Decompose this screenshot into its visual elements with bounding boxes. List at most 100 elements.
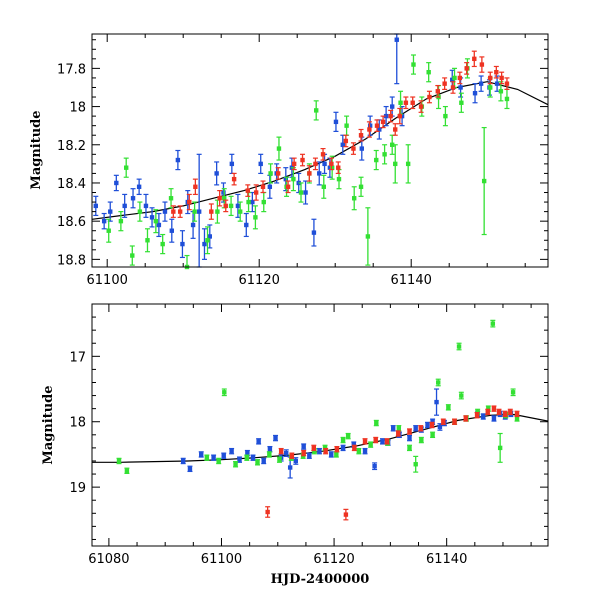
bottom-green-point: [340, 436, 346, 444]
marker: [199, 452, 204, 457]
marker: [169, 228, 174, 233]
top-red-point: [487, 71, 493, 85]
marker: [143, 203, 149, 209]
bottom-blue-point: [267, 445, 273, 453]
marker: [162, 209, 168, 214]
top-green-point: [410, 54, 416, 75]
bottom-green-point: [356, 447, 362, 455]
y-tick-label: 18: [69, 101, 86, 116]
top-red-point: [343, 134, 349, 148]
marker: [314, 108, 319, 113]
top-green-point: [336, 168, 342, 190]
marker: [256, 439, 261, 444]
marker: [216, 458, 221, 464]
top-blue-point: [143, 193, 149, 218]
top-red-point: [457, 71, 463, 85]
bottom-blue-point: [261, 457, 267, 465]
marker: [205, 238, 210, 243]
marker: [450, 77, 455, 83]
bottom-blue-point: [340, 444, 346, 452]
bottom-blue-point: [434, 388, 440, 416]
marker: [221, 453, 226, 458]
bottom-green-point: [430, 431, 436, 439]
marker: [372, 464, 377, 469]
bottom-y-axis-label: Magnitude: [41, 385, 56, 464]
marker: [334, 452, 339, 457]
marker: [311, 445, 317, 451]
bottom-blue-point: [390, 425, 396, 432]
bottom-green-point: [407, 444, 413, 452]
bottom-plot-frame: [91, 303, 549, 547]
marker: [255, 460, 260, 465]
bottom-blue-point: [306, 452, 312, 459]
marker: [344, 123, 349, 128]
marker: [211, 455, 216, 460]
bottom-green-point: [204, 454, 210, 461]
marker: [245, 450, 250, 456]
marker: [340, 142, 345, 147]
bottom-blue-point: [379, 438, 385, 445]
marker: [472, 91, 478, 96]
marker: [488, 85, 493, 90]
marker: [196, 209, 202, 214]
marker: [491, 406, 497, 411]
top-green-point: [137, 201, 143, 222]
bottom-green-point: [345, 432, 351, 440]
bottom-red-point: [395, 430, 401, 437]
bottom-panel: 61080 61100 61120 61140 17 18 19 Magnitude HJ…: [41, 303, 549, 587]
top-red-point: [435, 84, 441, 98]
x-tick-label: 61100: [201, 552, 242, 567]
top-blue-point: [93, 195, 99, 217]
marker: [356, 448, 362, 454]
bottom-red-point: [278, 447, 284, 455]
marker: [407, 445, 412, 451]
bottom-y-ticks: 17 18 19: [69, 303, 548, 540]
marker: [365, 234, 371, 239]
marker: [427, 94, 432, 100]
marker: [273, 435, 278, 441]
top-blue-point: [267, 174, 273, 199]
marker: [351, 146, 356, 151]
marker: [345, 433, 351, 439]
marker: [283, 176, 288, 182]
bottom-green-point: [413, 455, 419, 473]
bottom-red-point: [418, 425, 424, 432]
bottom-model-line: [92, 413, 549, 463]
top-green-point: [205, 226, 211, 255]
marker: [130, 196, 136, 201]
top-blue-point: [472, 83, 478, 104]
marker: [229, 448, 234, 454]
top-red-point: [170, 205, 176, 218]
marker: [452, 419, 457, 424]
marker: [291, 176, 296, 182]
marker: [284, 450, 289, 456]
bottom-red-point: [429, 421, 435, 429]
top-red-point: [397, 107, 403, 125]
marker: [426, 69, 431, 75]
marker: [317, 448, 322, 454]
bottom-red-point: [502, 410, 508, 418]
marker: [380, 119, 386, 125]
marker: [390, 104, 395, 109]
top-red-point: [245, 184, 251, 197]
marker: [312, 448, 317, 454]
marker: [261, 199, 266, 205]
marker: [217, 196, 222, 201]
marker: [267, 447, 273, 452]
top-red-point: [471, 50, 477, 68]
top-red-point: [300, 153, 306, 167]
marker: [207, 234, 212, 239]
marker: [229, 161, 235, 167]
bottom-green-point: [368, 441, 374, 448]
marker: [430, 419, 435, 424]
marker: [407, 435, 412, 441]
marker: [114, 180, 119, 186]
marker: [160, 241, 165, 247]
bottom-blue-point: [301, 443, 307, 450]
marker: [343, 512, 349, 517]
x-tick-label: 61100: [87, 273, 128, 288]
marker: [367, 127, 372, 132]
bottom-blue-point: [480, 413, 486, 420]
top-y-axis-label: Magnitude: [29, 110, 44, 189]
marker: [443, 113, 448, 119]
